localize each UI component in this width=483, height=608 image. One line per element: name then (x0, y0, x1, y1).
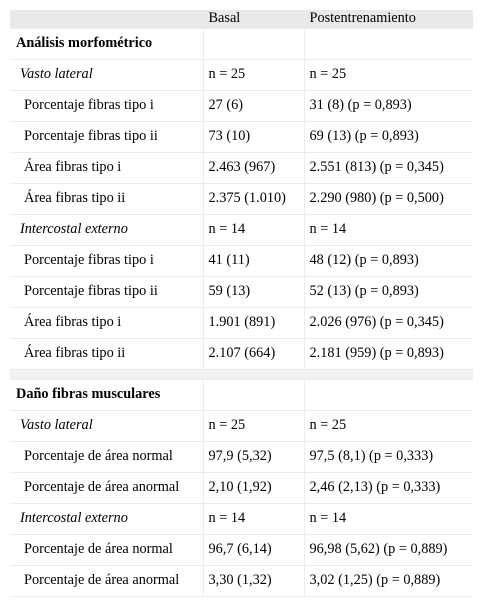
row-label: Porcentaje fibras tipo ii (10, 276, 204, 308)
postentrenamiento-value: 52 (13) (p = 0,893) (304, 276, 473, 308)
basal-value (203, 379, 305, 411)
header-cell-postentrenamiento: Postentrenamiento (304, 10, 473, 29)
postentrenamiento-value: 48 (12) (p = 0,893) (304, 245, 473, 277)
row-label: Vasto lateral (10, 410, 204, 442)
postentrenamiento-value: 97,5 (8,1) (p = 0,333) (304, 441, 473, 473)
postentrenamiento-value: n = 14 (304, 503, 473, 535)
row-label: Área fibras tipo ii (10, 183, 204, 215)
basal-value (203, 28, 305, 60)
postentrenamiento-value: n = 25 (304, 59, 473, 91)
basal-value: 2.375 (1.010) (203, 183, 305, 215)
basal-value: n = 14 (203, 214, 305, 246)
subgroup-row: Intercostal externo n = 14 n = 14 (10, 503, 473, 535)
row-label: Porcentaje de área normal (10, 441, 204, 473)
subgroup-row: Intercostal externo n = 14 n = 14 (10, 214, 473, 246)
postentrenamiento-value: 2.181 (959) (p = 0,893) (304, 338, 473, 370)
basal-value: 3,30 (1,32) (203, 565, 305, 597)
table-row: Área fibras tipo ii 2.375 (1.010) 2.290 (9… (10, 183, 473, 215)
postentrenamiento-value (304, 28, 473, 60)
postentrenamiento-value (304, 379, 473, 411)
table-row: Porcentaje fibras tipo i 27 (6) 31 (8) (p … (10, 90, 473, 122)
table-row: Porcentaje de área normal 97,9 (5,32) 97,5… (10, 441, 473, 473)
basal-value: n = 25 (203, 59, 305, 91)
postentrenamiento-value: n = 25 (304, 410, 473, 442)
subgroup-row: Vasto lateral n = 25 n = 25 (10, 410, 473, 442)
row-label: Intercostal externo (10, 214, 204, 246)
table-row: Porcentaje de área anormal 2,10 (1,92) 2,4… (10, 472, 473, 504)
row-label: Porcentaje de área anormal (10, 565, 204, 597)
postentrenamiento-value: 96,98 (5,62) (p = 0,889) (304, 534, 473, 566)
spacer-row (10, 369, 473, 380)
row-label: Porcentaje fibras tipo ii (10, 121, 204, 153)
basal-value: n = 25 (203, 410, 305, 442)
morphometric-table: Basal Postentrenamiento Análisis morfomé… (10, 10, 473, 597)
row-label: Área fibras tipo ii (10, 338, 204, 370)
header-cell-label (10, 10, 204, 29)
row-label (10, 369, 203, 380)
postentrenamiento-value (304, 369, 473, 380)
table-row: Porcentaje fibras tipo i 41 (11) 48 (12) (… (10, 245, 473, 277)
row-label: Intercostal externo (10, 503, 204, 535)
postentrenamiento-value: 2.026 (976) (p = 0,345) (304, 307, 473, 339)
table-row: Área fibras tipo ii 2.107 (664) 2.181 (959… (10, 338, 473, 370)
basal-value: 2.107 (664) (203, 338, 305, 370)
basal-value: 1.901 (891) (203, 307, 305, 339)
row-label: Porcentaje de área normal (10, 534, 204, 566)
row-label: Área fibras tipo i (10, 307, 204, 339)
header-cell-basal: Basal (203, 10, 305, 29)
table-body: Análisis morfométrico Vasto lateral n = 25… (10, 28, 473, 597)
table-header-row: Basal Postentrenamiento (10, 10, 473, 29)
basal-value: n = 14 (203, 503, 305, 535)
basal-value: 27 (6) (203, 90, 305, 122)
basal-value: 97,9 (5,32) (203, 441, 305, 473)
table-row: Porcentaje fibras tipo ii 59 (13) 52 (13) … (10, 276, 473, 308)
postentrenamiento-value: 2,46 (2,13) (p = 0,333) (304, 472, 473, 504)
row-label: Porcentaje de área anormal (10, 472, 204, 504)
table-row: Porcentaje de área anormal 3,30 (1,32) 3,0… (10, 565, 473, 597)
postentrenamiento-value: 2.551 (813) (p = 0,345) (304, 152, 473, 184)
subgroup-row: Vasto lateral n = 25 n = 25 (10, 59, 473, 91)
row-label: Porcentaje fibras tipo i (10, 90, 204, 122)
basal-value: 73 (10) (203, 121, 305, 153)
postentrenamiento-value: 2.290 (980) (p = 0,500) (304, 183, 473, 215)
basal-value: 2.463 (967) (203, 152, 305, 184)
table-row: Porcentaje de área normal 96,7 (6,14) 96,9… (10, 534, 473, 566)
basal-value (203, 369, 304, 380)
row-label: Daño fibras musculares (10, 379, 204, 411)
table-row: Área fibras tipo i 1.901 (891) 2.026 (976)… (10, 307, 473, 339)
postentrenamiento-value: 31 (8) (p = 0,893) (304, 90, 473, 122)
table-row: Porcentaje fibras tipo ii 73 (10) 69 (13) … (10, 121, 473, 153)
row-label: Vasto lateral (10, 59, 204, 91)
basal-value: 2,10 (1,92) (203, 472, 305, 504)
section-row: Análisis morfométrico (10, 28, 473, 60)
row-label: Análisis morfométrico (10, 28, 204, 60)
table-row: Área fibras tipo i 2.463 (967) 2.551 (813)… (10, 152, 473, 184)
postentrenamiento-value: 69 (13) (p = 0,893) (304, 121, 473, 153)
row-label: Porcentaje fibras tipo i (10, 245, 204, 277)
row-label: Área fibras tipo i (10, 152, 204, 184)
postentrenamiento-value: 3,02 (1,25) (p = 0,889) (304, 565, 473, 597)
postentrenamiento-value: n = 14 (304, 214, 473, 246)
section-row: Daño fibras musculares (10, 379, 473, 411)
basal-value: 41 (11) (203, 245, 305, 277)
basal-value: 96,7 (6,14) (203, 534, 305, 566)
basal-value: 59 (13) (203, 276, 305, 308)
